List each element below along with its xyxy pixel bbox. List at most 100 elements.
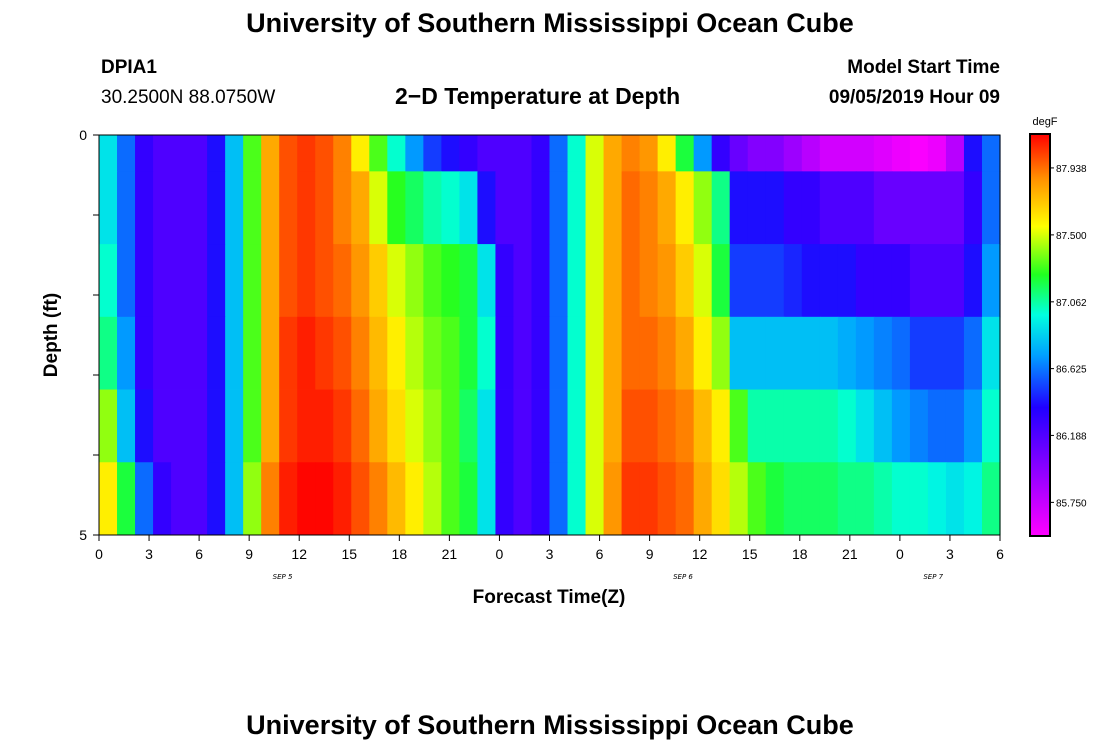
heatmap-cell — [783, 244, 803, 318]
heatmap-cell — [765, 135, 785, 172]
heatmap-cell — [981, 135, 1001, 172]
x-tick-label: 12 — [692, 546, 708, 562]
heatmap-cell — [405, 171, 424, 245]
heatmap-cell — [693, 316, 713, 390]
heatmap-cell — [315, 135, 334, 172]
heatmap-cell — [153, 316, 172, 390]
heatmap-cell — [567, 135, 587, 172]
heatmap-cell — [351, 316, 370, 390]
heatmap-cell — [675, 462, 695, 536]
x-tick-label: 18 — [792, 546, 808, 562]
heatmap-cell — [963, 462, 983, 536]
colorbar-tick-label: 87.938 — [1056, 164, 1087, 175]
heatmap-cell — [711, 389, 731, 463]
heatmap-cell — [675, 389, 695, 463]
heatmap-cell — [189, 171, 208, 245]
x-axis: 0 3 6 9 12 15 18 21 0 3 6 9 12 15 18 21 0 3 6 SEP 5 SEP 6 SEP… — [95, 535, 1004, 581]
heatmap-cell — [135, 462, 154, 536]
heatmap-cell — [711, 171, 731, 245]
heatmap-cell — [423, 316, 442, 390]
heatmap-cell — [585, 316, 605, 390]
y-tick-label: 5 — [79, 527, 87, 543]
station-id: DPIA1 — [101, 57, 157, 78]
heatmap-cell — [531, 135, 551, 172]
heatmap-cell — [945, 316, 965, 390]
x-tick-label: 3 — [546, 546, 554, 562]
heatmap-cell — [621, 462, 641, 536]
heatmap-cell — [423, 244, 442, 318]
heatmap-cell — [927, 171, 947, 245]
heatmap-cell — [261, 135, 280, 172]
heatmap-cell — [909, 316, 929, 390]
heatmap-cell — [927, 244, 947, 318]
heatmap-cell — [693, 462, 713, 536]
heatmap-cell — [117, 135, 136, 172]
heatmap-cell — [765, 244, 785, 318]
heatmap-cell — [675, 316, 695, 390]
heatmap-cell — [549, 244, 569, 318]
heatmap-cell — [855, 389, 875, 463]
heatmap-cell — [747, 389, 767, 463]
heatmap-cell — [297, 389, 316, 463]
heatmap-cell — [891, 462, 911, 536]
heatmap-cell — [495, 462, 515, 536]
heatmap-cell — [765, 462, 785, 536]
heatmap-cell — [765, 316, 785, 390]
heatmap-cell — [477, 135, 497, 172]
heatmap-cell — [819, 389, 839, 463]
heatmap-cell — [531, 389, 551, 463]
heatmap-cell — [387, 389, 406, 463]
heatmap-cell — [837, 316, 857, 390]
heatmap-cell — [333, 135, 352, 172]
heatmap-cell — [783, 462, 803, 536]
heatmap-cell — [729, 316, 749, 390]
heatmap-cell — [333, 316, 352, 390]
heatmap-cell — [837, 462, 857, 536]
heatmap-cell — [153, 135, 172, 172]
heatmap-cell — [513, 135, 533, 172]
heatmap-cell — [99, 462, 118, 536]
heatmap-cell — [711, 316, 731, 390]
heatmap-cell — [549, 462, 569, 536]
heatmap-cell — [603, 171, 623, 245]
heatmap-cell — [963, 171, 983, 245]
heatmap-cell — [369, 462, 388, 536]
heatmap-cell — [621, 244, 641, 318]
heatmap-cell — [783, 316, 803, 390]
heatmap-cell — [873, 316, 893, 390]
heatmap-cell — [405, 244, 424, 318]
heatmap-cell — [801, 462, 821, 536]
heatmap-cell — [279, 244, 298, 318]
heatmap-cell — [243, 316, 262, 390]
colorbar-tick-label: 85.750 — [1056, 498, 1087, 509]
heatmap-cell — [927, 135, 947, 172]
heatmap-cell — [171, 316, 190, 390]
heatmap-cell — [927, 316, 947, 390]
heatmap-cell — [189, 316, 208, 390]
heatmap-cell — [495, 171, 515, 245]
heatmap-cell — [315, 316, 334, 390]
heatmap-cell — [675, 135, 695, 172]
colorbar-tick-label: 87.500 — [1056, 231, 1087, 242]
heatmap-cell — [621, 171, 641, 245]
heatmap-cell — [369, 171, 388, 245]
heatmap-cell — [279, 389, 298, 463]
heatmap-cell — [855, 244, 875, 318]
heatmap-cell — [945, 171, 965, 245]
heatmap-cell — [315, 389, 334, 463]
heatmap-cell — [531, 171, 551, 245]
heatmap-cell — [945, 244, 965, 318]
heatmap-cell — [207, 244, 226, 318]
heatmap-cell — [477, 171, 497, 245]
heatmap-cell — [765, 171, 785, 245]
heatmap-cell — [891, 244, 911, 318]
heatmap-cell — [891, 389, 911, 463]
heatmap-cell — [351, 389, 370, 463]
heatmap-cell — [459, 135, 479, 172]
heatmap-cell — [297, 462, 316, 536]
x-tick-label: 15 — [742, 546, 758, 562]
heatmap-cell — [693, 135, 713, 172]
heatmap-cell — [315, 244, 334, 318]
heatmap-cell — [369, 135, 388, 172]
heatmap-cell — [603, 135, 623, 172]
